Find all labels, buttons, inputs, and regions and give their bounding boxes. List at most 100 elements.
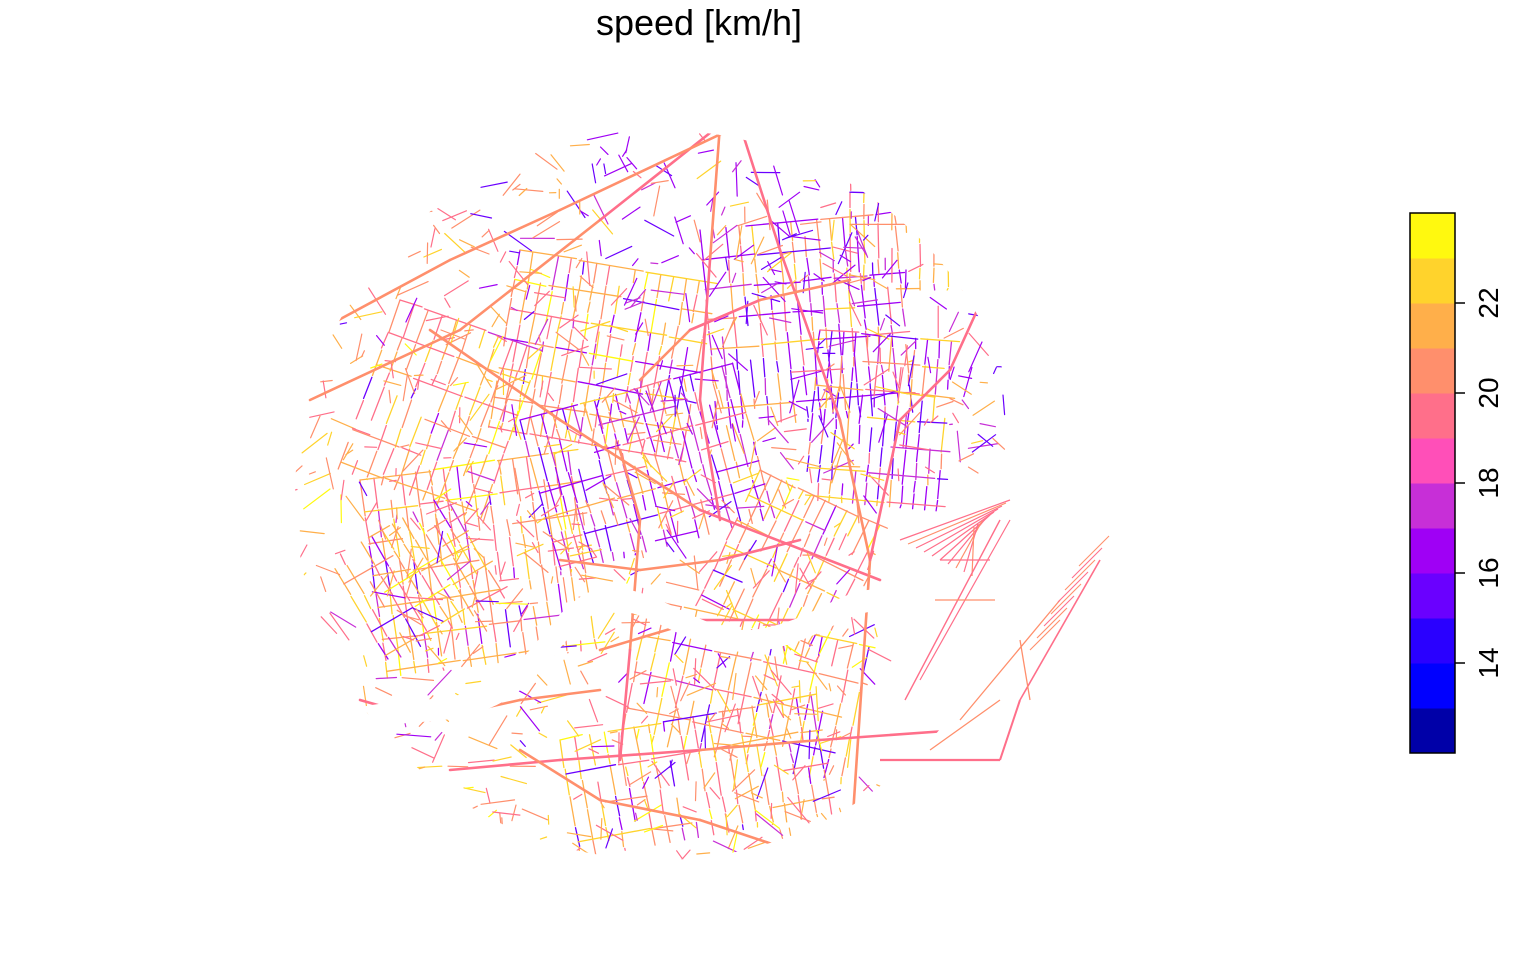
street-segment [597,612,615,639]
street-segment [650,289,685,295]
street-segment [960,208,963,225]
street-segment [634,312,642,343]
street-segment [825,537,835,556]
street-segment [458,614,463,623]
street-segment [777,569,826,592]
street-segment [842,628,849,637]
street-segment [988,278,991,291]
street-segment [572,367,579,403]
street-segment [503,440,509,454]
street-segment [405,506,410,531]
street-segment [525,405,533,435]
street-segment [706,328,725,336]
street-segment [817,703,834,709]
street-segment [693,677,701,684]
street-segment [735,461,741,479]
street-segment [681,431,693,469]
street-segment [851,299,879,305]
street-segment [782,645,789,664]
street-segment [885,314,901,327]
street-segment [811,390,816,413]
street-segment [309,411,335,418]
street-segment [600,817,603,840]
street-segment [617,488,656,500]
street-segment [804,235,807,257]
street-segment [629,771,652,785]
street-segment [635,322,644,335]
street-segment [645,390,655,412]
street-segment [726,804,738,818]
street-segment [835,201,843,216]
street-segment [442,667,445,671]
harbor-street-segment [959,599,1061,721]
street-segment [841,669,849,703]
street-segment [604,628,616,635]
street-segment [558,384,563,404]
street-segment [946,379,949,390]
street-segment [573,326,589,341]
street-segment [712,840,743,856]
street-segment [370,574,389,597]
street-segment [500,775,528,785]
street-segment [694,519,700,539]
street-segment [434,524,454,557]
street-segment [492,624,497,643]
street-segment [593,444,674,459]
street-segment [376,335,385,346]
street-segment [975,216,978,245]
street-segment [743,598,754,621]
street-segment [451,319,458,335]
street-segment [698,398,722,522]
street-segment [538,447,549,482]
street-segment [458,415,473,435]
street-segment [869,271,906,276]
street-segment [518,690,542,704]
street-segment [602,362,607,385]
street-segment [631,258,639,267]
street-segment [811,316,814,331]
street-segment [877,407,908,428]
street-segment [350,595,367,623]
street-segment [477,517,481,531]
street-segment [490,335,504,362]
street-segment [898,367,902,386]
street-segment [599,146,609,155]
street-segment [499,485,545,494]
street-segment [508,363,514,383]
street-segment [862,234,869,241]
street-segment [831,463,833,481]
street-segment [656,422,665,453]
street-segment [698,258,712,402]
street-segment [772,560,787,583]
street-segment [714,401,795,410]
street-segment [404,343,417,356]
street-segment [773,165,784,196]
street-segment [766,395,769,406]
street-segment [823,769,830,797]
street-segment [830,438,844,469]
street-segment [363,505,419,513]
street-segment [499,398,509,421]
street-segment [676,364,694,367]
street-segment [785,480,791,492]
street-segment [617,759,650,766]
street-segment [662,712,717,723]
street-segment [448,459,454,472]
street-segment [876,483,880,500]
street-segment [873,280,888,290]
street-segment [886,501,946,508]
street-segment [817,329,821,341]
street-segment [932,212,935,233]
street-segment [849,158,893,161]
street-segment [602,482,614,509]
street-segment [1002,231,1005,254]
street-segment [507,381,515,399]
street-segment [508,537,514,567]
street-segment [708,404,714,420]
street-segment [501,817,503,826]
street-segment [368,287,387,315]
street-segment [711,334,723,360]
street-segment [711,400,719,429]
street-segment [921,393,956,400]
street-segment [322,380,327,399]
